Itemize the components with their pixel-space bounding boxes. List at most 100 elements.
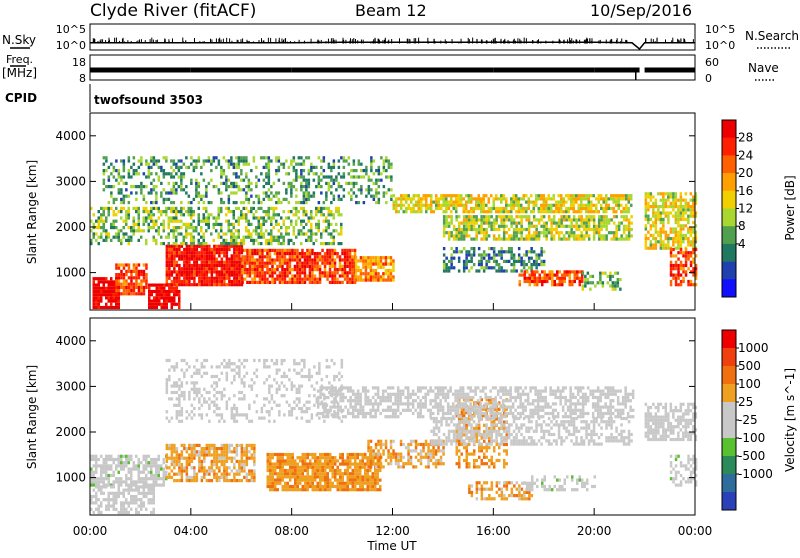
power-cell bbox=[662, 192, 665, 195]
power-cell bbox=[623, 218, 626, 221]
power-cell bbox=[265, 213, 268, 216]
power-cell bbox=[690, 254, 693, 257]
power-cell bbox=[115, 296, 118, 299]
power-cell bbox=[150, 213, 153, 216]
power-cell bbox=[195, 159, 198, 162]
power-cell bbox=[615, 238, 618, 241]
power-cell bbox=[238, 270, 241, 273]
velocity-cell bbox=[168, 476, 171, 479]
power-cell bbox=[340, 175, 343, 178]
power-cell bbox=[180, 182, 183, 185]
power-cell bbox=[370, 166, 373, 169]
velocity-cell bbox=[253, 453, 256, 456]
power-cell bbox=[241, 258, 244, 261]
power-cell bbox=[563, 215, 566, 218]
power-cell bbox=[196, 264, 199, 267]
power-cell bbox=[196, 283, 199, 286]
power-cell bbox=[248, 163, 251, 166]
power-cell bbox=[279, 274, 282, 277]
power-cell bbox=[443, 210, 446, 213]
power-cell bbox=[353, 191, 356, 194]
power-cell bbox=[235, 163, 238, 166]
power-cell bbox=[607, 275, 610, 278]
power-cell bbox=[321, 255, 324, 258]
velocity-cell bbox=[135, 498, 138, 501]
power-cell bbox=[266, 249, 269, 252]
power-cell bbox=[326, 252, 329, 255]
power-cell bbox=[581, 277, 584, 280]
power-cell bbox=[630, 222, 633, 225]
power-cell bbox=[265, 210, 268, 213]
power-cell bbox=[295, 163, 298, 166]
power-cell bbox=[300, 207, 303, 210]
power-cell bbox=[510, 207, 513, 210]
power-cell bbox=[565, 201, 568, 204]
velocity-cell bbox=[155, 461, 158, 464]
power-cell bbox=[523, 207, 526, 210]
power-cell bbox=[133, 270, 136, 273]
power-cell bbox=[360, 269, 363, 272]
power-cell bbox=[415, 210, 418, 213]
power-cell bbox=[346, 271, 349, 274]
power-cell bbox=[173, 188, 176, 191]
power-cell bbox=[335, 175, 338, 178]
power-cell bbox=[590, 228, 593, 231]
power-cell bbox=[325, 182, 328, 185]
power-cell bbox=[319, 278, 322, 281]
power-cell bbox=[443, 253, 446, 256]
power-cell bbox=[311, 262, 314, 265]
power-cell bbox=[251, 249, 254, 252]
power-cell bbox=[478, 263, 481, 266]
power-cell bbox=[523, 210, 526, 213]
power-cell bbox=[138, 263, 141, 266]
power-cell bbox=[550, 238, 553, 241]
power-cell bbox=[543, 201, 546, 204]
power-cell bbox=[304, 258, 307, 261]
power-cell bbox=[264, 274, 267, 277]
power-cell bbox=[160, 210, 163, 213]
power-cell bbox=[133, 207, 136, 210]
velocity-cell bbox=[118, 471, 121, 474]
power-cell bbox=[440, 197, 443, 200]
power-cell bbox=[455, 231, 458, 234]
power-cell bbox=[300, 229, 303, 232]
power-cell bbox=[463, 269, 466, 272]
power-cell bbox=[468, 253, 471, 256]
power-cell bbox=[180, 213, 183, 216]
power-cell bbox=[607, 281, 610, 284]
power-cell bbox=[110, 226, 113, 229]
power-cell bbox=[483, 204, 486, 207]
power-cell bbox=[93, 303, 96, 306]
velocity-cell bbox=[128, 485, 131, 488]
velocity-cell bbox=[118, 492, 121, 495]
power-cell bbox=[473, 263, 476, 266]
power-cell bbox=[155, 239, 158, 242]
power-cell bbox=[143, 276, 146, 279]
power-cell bbox=[245, 163, 248, 166]
power-cell bbox=[440, 207, 443, 210]
power-cell bbox=[465, 260, 468, 263]
power-cell bbox=[259, 278, 262, 281]
velocity-cell bbox=[251, 447, 254, 450]
power-cell bbox=[201, 264, 204, 267]
power-cell bbox=[613, 194, 616, 197]
power-cell bbox=[188, 166, 191, 169]
velocity-cell bbox=[118, 458, 121, 461]
power-cell bbox=[326, 255, 329, 258]
power-cell bbox=[460, 231, 463, 234]
power-cell bbox=[225, 159, 228, 162]
power-cell bbox=[483, 210, 486, 213]
velocity-cell bbox=[173, 447, 176, 450]
velocity-cell bbox=[105, 471, 108, 474]
power-cell bbox=[311, 265, 314, 268]
velocity-cell bbox=[168, 457, 171, 460]
power-cell bbox=[241, 265, 244, 268]
power-cell bbox=[301, 271, 304, 274]
power-cell bbox=[153, 303, 156, 306]
power-cell bbox=[158, 229, 161, 232]
velocity-cell bbox=[123, 508, 126, 511]
velocity-cell bbox=[113, 492, 116, 495]
velocity-cell bbox=[105, 474, 108, 477]
velocity-cell bbox=[120, 461, 123, 464]
power-cell bbox=[518, 201, 521, 204]
